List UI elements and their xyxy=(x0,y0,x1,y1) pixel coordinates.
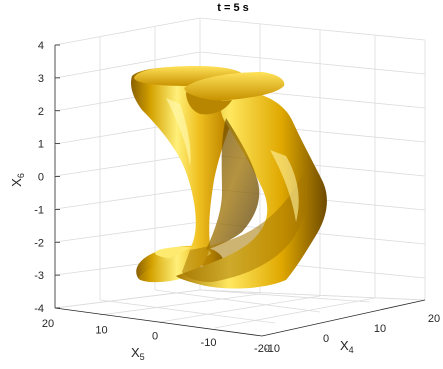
isosurface xyxy=(131,66,327,289)
svg-text:X4: X4 xyxy=(340,338,354,355)
surface-lower-shadow xyxy=(182,172,307,282)
y-tick-label: -10 xyxy=(201,337,217,349)
x-tick-label: 10 xyxy=(374,323,386,335)
y-tick-label: 10 xyxy=(95,324,107,336)
z-axis-label: X6 xyxy=(9,173,26,187)
axis-lines xyxy=(54,299,426,337)
top-rim-right xyxy=(184,72,285,101)
z-tick-label: -4 xyxy=(34,303,44,315)
grid-floor xyxy=(54,289,426,329)
x-tick-label: -10 xyxy=(264,343,280,355)
y-tick-label: 0 xyxy=(152,331,158,343)
surface-highlight-right xyxy=(270,150,299,222)
surface-highlight xyxy=(166,98,191,166)
z-tick-label: 2 xyxy=(38,106,44,118)
y-axis-label: X5 xyxy=(131,345,145,362)
svg-text:X6: X6 xyxy=(9,173,26,187)
z-tick-label: 3 xyxy=(38,73,44,85)
svg-text:X5: X5 xyxy=(131,345,145,362)
top-fold xyxy=(186,92,232,115)
z-tick-label: -2 xyxy=(34,237,44,249)
y-axis-ticks: 20 10 0 -10 -20 xyxy=(42,318,270,355)
surface-left-lobe xyxy=(131,66,240,283)
y-tick-label: -20 xyxy=(254,343,270,355)
x-axis-ticks: -10 0 10 20 xyxy=(264,313,440,355)
z-tick-label: 0 xyxy=(38,172,44,184)
z-tick-label: 1 xyxy=(38,139,44,151)
chart-title: t = 5 s xyxy=(217,2,249,14)
z-tick-label: -3 xyxy=(34,270,44,282)
y-tick-label: 20 xyxy=(42,318,54,330)
x-tick-label: 20 xyxy=(428,313,440,325)
x-axis-label: X4 xyxy=(340,338,354,355)
z-tick-label: 4 xyxy=(38,40,44,52)
z-axis-ticks: 4 3 2 1 0 -1 -2 -3 -4 xyxy=(34,40,60,315)
z-tick-label: -1 xyxy=(34,204,44,216)
x-tick-label: 0 xyxy=(323,333,329,345)
surface-shadow-band xyxy=(206,118,260,250)
